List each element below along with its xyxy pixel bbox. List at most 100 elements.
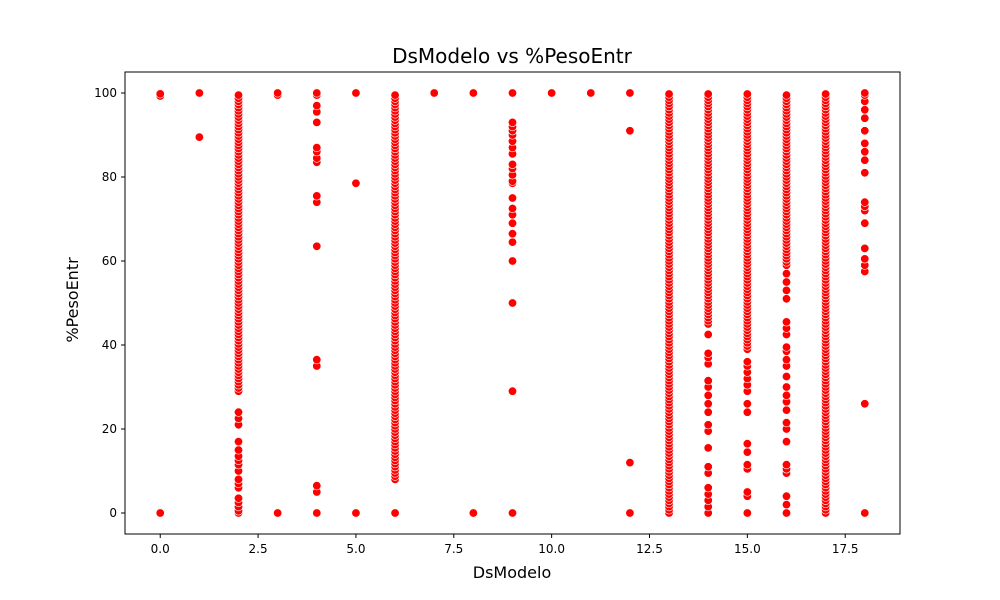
data-point xyxy=(703,376,713,386)
chart-title: DsModelo vs %PesoEntr xyxy=(392,44,633,68)
data-point xyxy=(703,390,713,400)
plot-frame xyxy=(124,71,901,535)
data-point xyxy=(507,237,517,247)
data-point xyxy=(860,218,870,228)
data-point xyxy=(468,508,478,518)
x-tick-label: 7.5 xyxy=(444,542,463,556)
data-point xyxy=(390,508,400,518)
data-point xyxy=(351,178,361,188)
y-tick-label: 60 xyxy=(102,254,117,268)
data-point xyxy=(312,241,322,251)
data-point xyxy=(703,348,713,358)
data-point xyxy=(742,460,752,470)
x-tick-label: 2.5 xyxy=(249,542,268,556)
data-point xyxy=(742,447,752,457)
data-point xyxy=(586,88,596,98)
data-point xyxy=(468,88,478,98)
data-point xyxy=(312,88,322,98)
data-point xyxy=(703,399,713,409)
data-point xyxy=(742,439,752,449)
data-point xyxy=(742,508,752,518)
y-tick-label: 100 xyxy=(94,86,117,100)
data-point xyxy=(781,269,791,279)
data-point xyxy=(781,500,791,510)
data-point xyxy=(507,218,517,228)
data-point xyxy=(507,508,517,518)
data-point xyxy=(781,285,791,295)
data-point xyxy=(312,143,322,153)
data-point xyxy=(860,126,870,136)
data-point xyxy=(781,342,791,352)
data-point xyxy=(703,462,713,472)
data-point xyxy=(273,88,283,98)
y-axis-label: %PesoEntr xyxy=(63,257,82,343)
x-tick-label: 10.0 xyxy=(538,542,565,556)
data-point xyxy=(703,407,713,417)
data-point xyxy=(625,508,635,518)
data-point xyxy=(781,460,791,470)
data-point xyxy=(860,105,870,115)
data-point xyxy=(781,317,791,327)
y-tick-label: 40 xyxy=(102,338,117,352)
data-point xyxy=(781,437,791,447)
data-point xyxy=(860,168,870,178)
data-point xyxy=(781,277,791,287)
data-point xyxy=(312,355,322,365)
y-tick-label: 0 xyxy=(109,506,117,520)
data-point xyxy=(821,89,831,99)
data-point xyxy=(507,204,517,214)
data-point xyxy=(234,445,244,455)
data-point xyxy=(312,101,322,111)
y-axis-ticks: 0 20 40 60 80 100 xyxy=(94,86,125,520)
data-point xyxy=(742,407,752,417)
data-point xyxy=(781,382,791,392)
data-point xyxy=(860,197,870,207)
data-point xyxy=(155,89,165,99)
y-tick-label: 80 xyxy=(102,170,117,184)
x-axis-label: DsModelo xyxy=(473,563,551,582)
x-axis-ticks: 0.0 2.5 5.0 7.5 10.0 12.5 15.0 17.5 xyxy=(151,534,859,556)
data-point xyxy=(742,357,752,367)
data-point xyxy=(625,126,635,136)
data-point xyxy=(781,491,791,501)
data-point xyxy=(312,117,322,127)
data-point xyxy=(860,113,870,123)
data-point xyxy=(312,191,322,201)
data-point xyxy=(351,88,361,98)
data-point xyxy=(781,418,791,428)
data-point xyxy=(742,89,752,99)
data-point xyxy=(781,508,791,518)
data-point xyxy=(664,89,674,99)
data-point xyxy=(860,155,870,165)
x-tick-label: 17.5 xyxy=(832,542,859,556)
data-point xyxy=(781,90,791,100)
data-point xyxy=(742,487,752,497)
data-point xyxy=(234,437,244,447)
data-point xyxy=(781,405,791,415)
data-point xyxy=(781,294,791,304)
data-point xyxy=(860,243,870,253)
data-point xyxy=(703,89,713,99)
data-point xyxy=(312,481,322,491)
data-point xyxy=(507,117,517,127)
data-point xyxy=(234,474,244,484)
data-point xyxy=(703,329,713,339)
data-point xyxy=(234,493,244,503)
data-point xyxy=(507,229,517,239)
data-point xyxy=(507,88,517,98)
data-point xyxy=(507,298,517,308)
data-point xyxy=(390,90,400,100)
data-point xyxy=(860,508,870,518)
x-tick-label: 12.5 xyxy=(636,542,663,556)
data-point xyxy=(507,159,517,169)
data-point xyxy=(860,138,870,148)
data-point xyxy=(273,508,283,518)
x-tick-label: 5.0 xyxy=(346,542,365,556)
data-point xyxy=(703,483,713,493)
data-point xyxy=(625,88,635,98)
data-point xyxy=(703,443,713,453)
data-point xyxy=(234,90,244,100)
data-point xyxy=(781,390,791,400)
